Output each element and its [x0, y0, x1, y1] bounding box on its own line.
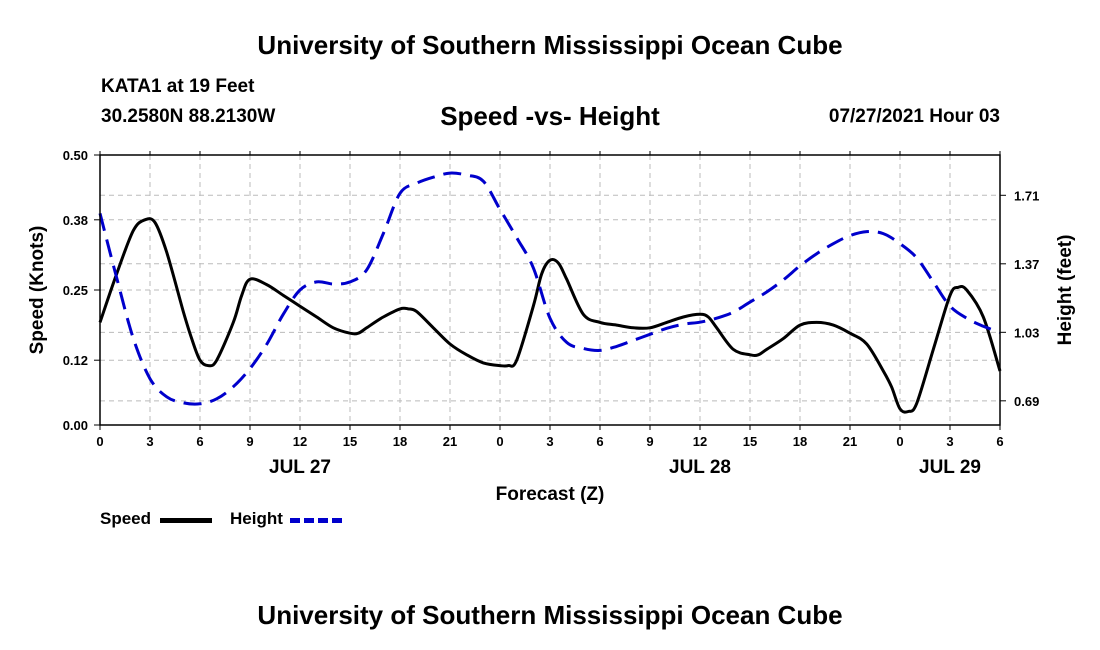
legend-height-swatch [290, 518, 342, 523]
series-line-speed [98, 217, 1002, 414]
x-tick-label: 15 [743, 434, 757, 449]
y2-tick-label: 1.37 [1014, 257, 1039, 272]
y2-tick-label: 1.71 [1014, 188, 1039, 203]
series [98, 171, 1002, 414]
date-label: JUL 28 [669, 457, 731, 478]
series-line-height [98, 171, 1001, 406]
chart-title: University of Southern Mississippi Ocean… [257, 30, 843, 60]
station-label: KATA1 at 19 Feet [101, 76, 255, 97]
footer-title: University of Southern Mississippi Ocean… [257, 600, 843, 630]
forecast-date: 07/27/2021 Hour 03 [828, 106, 1000, 127]
x-tick-label: 0 [496, 434, 503, 449]
x-tick-label: 0 [96, 434, 103, 449]
x-tick-label: 12 [693, 434, 707, 449]
legend-height-label: Height [230, 509, 283, 528]
x-tick-label: 9 [646, 434, 653, 449]
x-tick-label: 18 [793, 434, 807, 449]
x-tick-label: 6 [196, 434, 203, 449]
x-tick-label: 15 [343, 434, 357, 449]
y2-axis-title: Height (feet) [1055, 235, 1076, 346]
axes: 0 3 6 9 12 15 18 21 0 3 6 9 12 15 18 21 0 3 6 JUL 27 JUL 28 J… [63, 148, 1040, 478]
x-tick-label: 0 [896, 434, 903, 449]
legend-speed-label: Speed [100, 509, 152, 528]
chart-subtitle: Speed -vs- Height [440, 101, 660, 131]
date-label: JUL 29 [919, 457, 981, 478]
x-axis-title: Forecast (Z) [496, 484, 605, 505]
grid [100, 155, 1000, 425]
y-axis-title: Speed (Knots) [27, 226, 48, 355]
x-tick-label: 21 [443, 434, 457, 449]
y-tick-label: 0.50 [63, 148, 88, 163]
x-tick-label: 12 [293, 434, 307, 449]
x-tick-label: 6 [996, 434, 1003, 449]
y-tick-label: 0.38 [63, 213, 88, 228]
y-tick-label: 0.00 [63, 418, 88, 433]
x-tick-label: 3 [546, 434, 553, 449]
y-tick-label: 0.12 [63, 353, 88, 368]
x-tick-label: 9 [246, 434, 253, 449]
y-tick-label: 0.25 [63, 283, 88, 298]
x-tick-label: 21 [843, 434, 857, 449]
x-tick-label: 6 [596, 434, 603, 449]
x-tick-label: 18 [393, 434, 407, 449]
coordinates-label: 30.2580N 88.2130W [101, 106, 276, 127]
x-tick-label: 3 [146, 434, 153, 449]
legend-speed-swatch [160, 518, 212, 523]
y2-tick-label: 1.03 [1014, 325, 1039, 340]
x-tick-label: 3 [946, 434, 953, 449]
date-label: JUL 27 [269, 457, 331, 478]
y2-tick-label: 0.69 [1014, 394, 1039, 409]
